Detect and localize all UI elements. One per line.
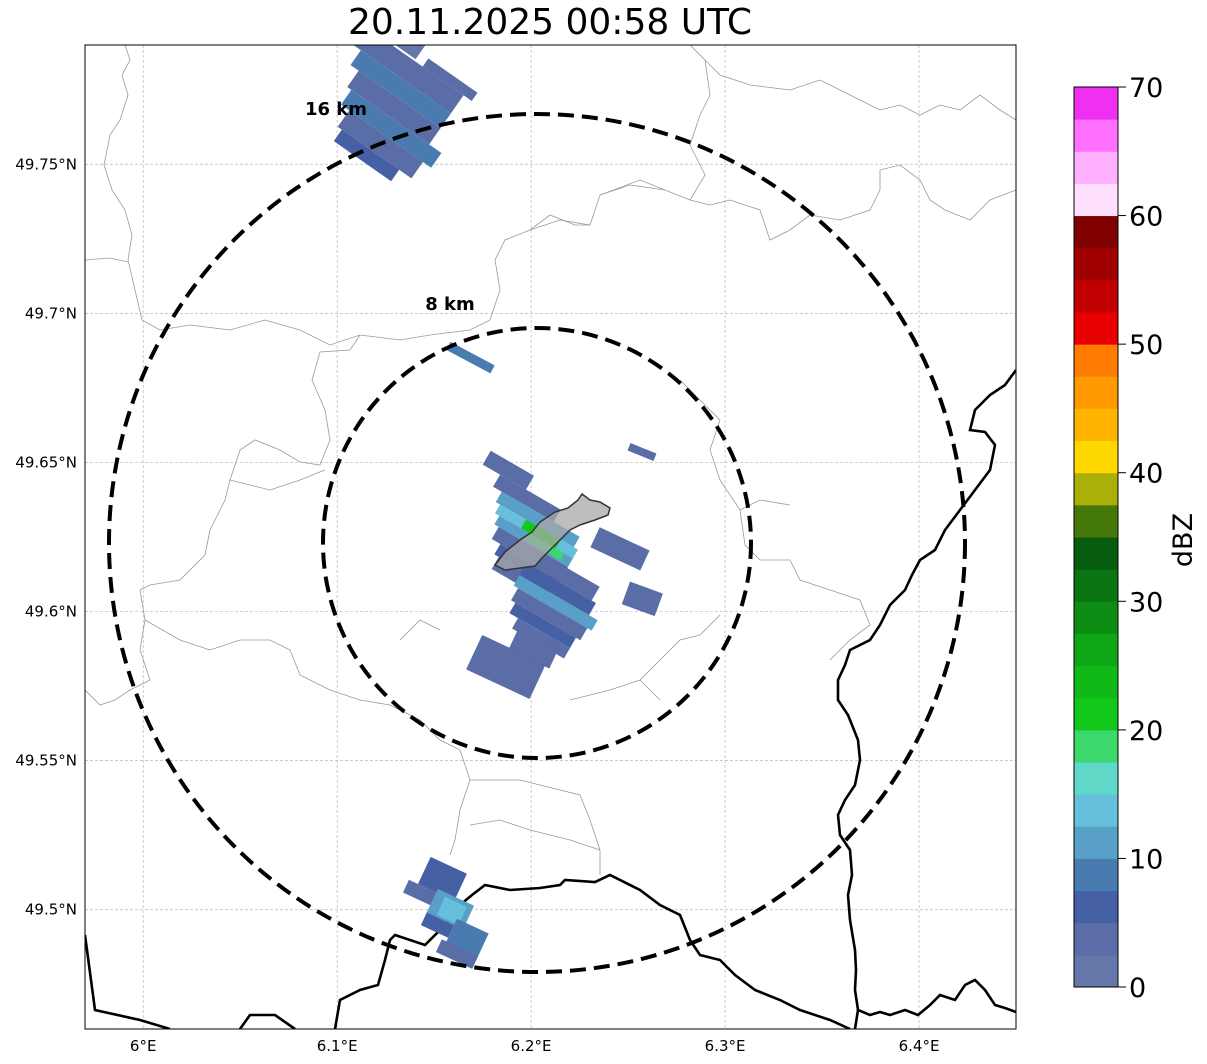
- colorbar-swatch: [1074, 922, 1118, 956]
- municipal-boundaries: [85, 45, 1016, 875]
- colorbar-swatch: [1074, 858, 1118, 892]
- colorbar-swatch: [1074, 504, 1118, 538]
- colorbar-swatch: [1074, 665, 1118, 699]
- colorbar-swatch: [1074, 794, 1118, 827]
- lon-tick-label: 6.2°E: [511, 1037, 552, 1055]
- range-ring-label-16km: 16 km: [305, 99, 367, 120]
- colorbar-swatch: [1074, 119, 1118, 152]
- lon-tick-label: 6.3°E: [705, 1037, 746, 1055]
- radar-echoes: [333, 45, 663, 969]
- colorbar-swatch: [1074, 697, 1118, 731]
- colorbar-swatch: [1074, 87, 1118, 120]
- plot-frame: [84, 44, 1017, 1030]
- colorbar-swatch: [1074, 890, 1118, 924]
- colorbar-tick-label: 70: [1129, 73, 1163, 104]
- range-ring-8km: [321, 326, 753, 760]
- colorbar-swatch: [1074, 954, 1118, 988]
- colorbar-tick-label: 50: [1129, 330, 1163, 361]
- colorbar-label: dBZ: [1168, 513, 1199, 567]
- lat-tick-label: 49.55°N: [15, 752, 77, 770]
- colorbar-ticks: 0 10 20 30 40 50 60 70: [1118, 73, 1163, 1004]
- colorbar: 0 10 20 30 40 50 60 70 dBZ: [1073, 73, 1199, 1004]
- colorbar-swatch: [1074, 151, 1118, 184]
- colorbar-swatch: [1074, 408, 1118, 442]
- colorbar-tick-label: 0: [1129, 973, 1146, 1004]
- colorbar-swatch: [1074, 537, 1118, 570]
- range-ring-16km: [107, 112, 967, 974]
- lon-tick-label: 6.1°E: [317, 1037, 358, 1055]
- lon-tick-label: 6°E: [130, 1037, 157, 1055]
- colorbar-tick-label: 10: [1129, 844, 1163, 875]
- colorbar-tick-label: 60: [1129, 202, 1163, 233]
- colorbar-swatch: [1074, 376, 1118, 409]
- colorbar-swatch: [1074, 247, 1118, 281]
- colorbar-swatch: [1074, 440, 1118, 474]
- colorbar-tick-label: 20: [1129, 716, 1163, 747]
- lat-tick-label: 49.7°N: [25, 304, 77, 322]
- colorbar-tick-label: 40: [1129, 459, 1163, 490]
- colorbar-swatch: [1074, 215, 1118, 249]
- map-title: 20.11.2025 00:58 UTC: [347, 2, 753, 43]
- colorbar-frame: [1073, 86, 1119, 988]
- plot-area[interactable]: 8 km 16 km: [84, 0, 1017, 1030]
- lat-tick-label: 49.65°N: [15, 453, 77, 471]
- colorbar-swatch: [1074, 344, 1118, 377]
- colorbar-swatch: [1074, 762, 1118, 795]
- colorbar-swatch: [1074, 826, 1118, 859]
- colorbar-swatch: [1074, 472, 1118, 506]
- lat-tick-label: 49.75°N: [15, 155, 77, 173]
- lat-tick-label: 49.5°N: [25, 901, 77, 919]
- axis-tick-labels: 6°E 6.1°E 6.2°E 6.3°E 6.4°E 49.5°N 49.55°N 49.6…: [15, 155, 939, 1055]
- colorbar-swatch: [1074, 279, 1118, 313]
- colorbar-swatch: [1074, 729, 1118, 763]
- city-outline: [493, 492, 611, 571]
- colorbar-tick-label: 30: [1129, 587, 1163, 618]
- lat-tick-label: 49.6°N: [25, 603, 77, 621]
- colorbar-swatch: [1074, 601, 1118, 634]
- national-border: [85, 369, 1016, 1029]
- lon-tick-label: 6.4°E: [899, 1037, 940, 1055]
- colorbar-swatch: [1074, 183, 1118, 217]
- range-ring-label-8km: 8 km: [425, 294, 475, 315]
- colorbar-swatches: [1074, 87, 1118, 988]
- colorbar-swatch: [1074, 569, 1118, 602]
- colorbar-swatch: [1074, 312, 1118, 345]
- range-rings: [107, 112, 967, 974]
- colorbar-swatch: [1074, 633, 1118, 667]
